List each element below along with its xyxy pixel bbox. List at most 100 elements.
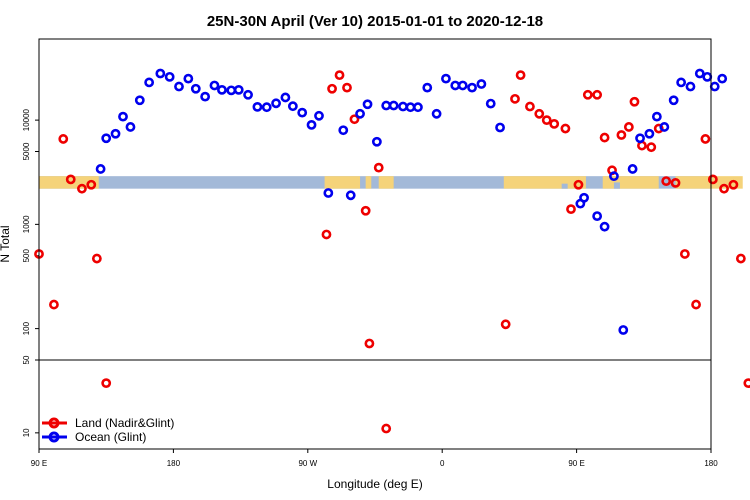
data-point <box>190 83 201 94</box>
data-point <box>261 102 272 113</box>
data-point <box>609 171 619 182</box>
data-point <box>342 82 352 93</box>
data-point <box>280 92 291 103</box>
data-point <box>297 107 308 118</box>
data-point <box>334 70 345 81</box>
data-point <box>728 179 739 190</box>
data-point <box>431 108 442 119</box>
data-point <box>77 183 87 194</box>
data-point <box>685 81 696 92</box>
legend-label-ocean: Ocean (Glint) <box>75 430 146 444</box>
data-point <box>566 204 576 215</box>
data-point <box>155 68 166 79</box>
x-tick-label: 0 <box>440 459 445 468</box>
data-point <box>659 122 670 132</box>
data-point <box>91 253 102 264</box>
data-point <box>209 80 220 91</box>
data-point <box>627 164 638 174</box>
data-point <box>349 114 360 125</box>
data-point <box>691 299 701 310</box>
data-point <box>560 123 571 134</box>
data-point <box>101 378 112 389</box>
data-point <box>49 299 59 310</box>
data-point <box>743 378 750 389</box>
x-axis-ticks: 90 E 180 90 W 0 90 E 180 <box>31 449 718 468</box>
data-point <box>364 338 375 349</box>
data-point <box>95 164 106 174</box>
data-point <box>65 174 76 185</box>
data-point <box>525 101 535 112</box>
legend-entry-ocean: Ocean (Glint) <box>42 430 146 444</box>
data-point <box>573 179 584 190</box>
series-ocean <box>95 68 728 335</box>
data-point <box>495 122 505 133</box>
data-point <box>510 93 520 104</box>
data-point <box>623 122 634 132</box>
data-point <box>200 91 211 102</box>
data-point <box>86 179 97 190</box>
data-point <box>500 319 511 330</box>
data-point <box>709 81 720 92</box>
data-point <box>679 249 690 259</box>
x-tick-label: 90 E <box>31 459 47 468</box>
data-point <box>338 125 349 136</box>
data-point <box>616 130 627 140</box>
data-point <box>398 101 408 112</box>
data-point <box>717 73 728 84</box>
data-point <box>58 134 69 144</box>
data-point <box>323 188 334 198</box>
data-point <box>644 128 655 139</box>
data-point <box>702 71 713 82</box>
y-axis-label: N Total <box>0 225 12 262</box>
data-point <box>134 95 145 106</box>
data-point <box>592 89 603 100</box>
data-point <box>592 211 603 222</box>
data-point <box>362 99 373 110</box>
data-point <box>694 68 705 79</box>
data-point <box>174 81 184 92</box>
data-point <box>101 133 112 144</box>
data-point <box>599 132 610 143</box>
data-point <box>700 134 711 144</box>
data-point <box>360 205 371 216</box>
data-point <box>541 115 552 126</box>
data-point <box>110 128 121 139</box>
data-point <box>287 101 298 112</box>
data-point <box>118 111 128 122</box>
data-point <box>371 136 382 147</box>
data-point <box>668 95 679 106</box>
data-point <box>441 73 451 84</box>
legend-marker-land <box>48 417 60 429</box>
data-point <box>635 133 645 144</box>
data-point <box>618 325 629 335</box>
legend-marker-ocean <box>48 431 60 443</box>
data-point <box>582 89 593 100</box>
data-point <box>321 229 332 240</box>
data-point <box>388 100 399 111</box>
data-point <box>476 79 487 89</box>
data-point <box>306 119 317 130</box>
y-tick-label: 50 <box>22 355 31 364</box>
y-tick-label: 500 <box>22 249 31 263</box>
data-point <box>381 100 392 111</box>
series-land <box>34 70 750 434</box>
y-axis-ticks: 10 50 100 500 1000 5000 10000 <box>22 108 39 437</box>
data-point <box>413 102 423 113</box>
data-point <box>183 73 194 84</box>
data-point <box>164 71 175 82</box>
legend-entry-land: Land (Nadir&Glint) <box>42 416 174 430</box>
plot-frame <box>38 38 712 450</box>
data-point <box>345 190 356 201</box>
data-point <box>226 85 237 96</box>
data-point <box>599 221 610 232</box>
data-point <box>125 122 136 132</box>
data-point <box>233 84 244 95</box>
y-tick-label: 10000 <box>22 108 31 131</box>
y-tick-label: 1000 <box>22 215 31 233</box>
y-tick-label: 100 <box>22 321 31 335</box>
data-point <box>534 108 545 119</box>
data-point <box>676 77 687 88</box>
y-tick-label: 5000 <box>22 142 31 160</box>
data-point <box>217 84 227 95</box>
